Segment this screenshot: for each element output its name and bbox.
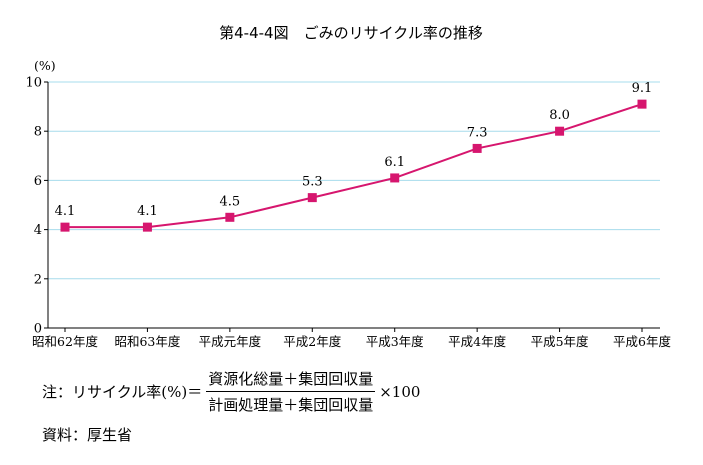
- formula-fraction: 資源化総量＋集団回収量 計画処理量＋集団回収量: [206, 368, 376, 415]
- data-label: 6.1: [384, 155, 405, 170]
- y-tick-label: 4: [34, 223, 42, 238]
- data-label: 4.1: [55, 204, 76, 219]
- y-tick-label: 8: [34, 125, 42, 140]
- x-category-label: 平成5年度: [531, 334, 589, 349]
- x-category-label: 平成4年度: [448, 334, 506, 349]
- y-tick-label: 6: [34, 174, 42, 189]
- y-axis-unit-label: (%): [34, 58, 56, 73]
- data-label: 7.3: [467, 125, 488, 140]
- y-axis-tick-labels: 0 2 4 6 8 10: [25, 76, 42, 337]
- data-point-marker: [307, 193, 317, 203]
- data-point-marker: [225, 212, 235, 222]
- data-label: 5.3: [302, 175, 323, 190]
- data-point-marker: [555, 126, 565, 136]
- y-tick-label: 2: [34, 272, 42, 287]
- data-source: 資料：厚生省: [42, 426, 133, 444]
- data-point-marker: [472, 143, 482, 153]
- data-point-marker: [142, 222, 152, 232]
- formula-numerator: 資源化総量＋集団回収量: [206, 368, 376, 392]
- x-category-label: 平成3年度: [366, 334, 424, 349]
- data-label: 8.0: [549, 108, 570, 123]
- formula-denominator: 計画処理量＋集団回収量: [208, 396, 374, 414]
- formula-suffix: ×100: [379, 382, 421, 401]
- recycling-rate-line-chart: 第4-4-4図 ごみのリサイクル率の推移 (%) 0246810 昭和62年度昭…: [25, 24, 671, 349]
- x-category-label: 平成6年度: [613, 334, 671, 349]
- series-line: [65, 103, 643, 229]
- data-point-marker: [60, 222, 70, 232]
- data-label: 9.1: [632, 81, 653, 96]
- data-point-marker: [390, 173, 400, 183]
- data-label: 4.1: [137, 204, 158, 219]
- x-category-label: 昭和63年度: [114, 334, 180, 349]
- x-category-label: 昭和62年度: [32, 334, 98, 349]
- x-category-label: 平成2年度: [283, 334, 341, 349]
- chart-title: 第4-4-4図 ごみのリサイクル率の推移: [219, 24, 483, 42]
- y-tick-label: 0: [34, 322, 42, 337]
- data-series: 4.1 4.1 4.5 5.3 6.1 7.3 8.0 9.1: [55, 81, 653, 232]
- formula-prefix: 注：リサイクル率(%)＝: [42, 383, 203, 401]
- recycling-rate-formula: 注：リサイクル率(%)＝ 資源化総量＋集団回収量 計画処理量＋集団回収量 ×10…: [42, 368, 420, 415]
- data-label: 4.5: [220, 194, 241, 209]
- y-tick-label: 10: [25, 76, 42, 91]
- x-category-label: 平成元年度: [199, 334, 262, 349]
- x-axis-category-labels: 昭和62年度 昭和63年度 平成元年度 平成2年度 平成3年度 平成4年度 平成5年度 平成6…: [32, 328, 671, 349]
- data-point-marker: [637, 99, 647, 109]
